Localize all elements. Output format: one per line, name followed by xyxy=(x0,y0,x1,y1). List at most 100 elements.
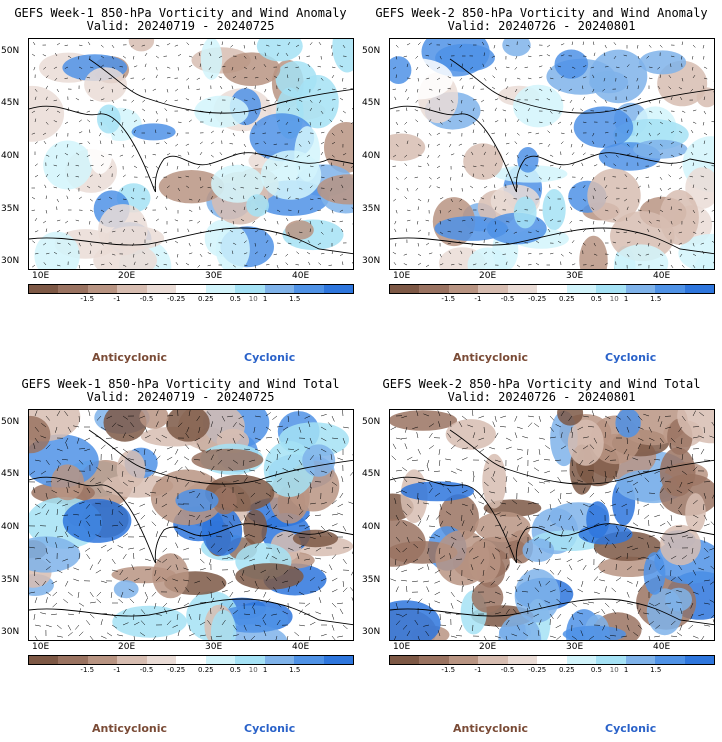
lon-label: 20E xyxy=(479,642,497,652)
colorbar-swatch xyxy=(58,285,88,293)
colorbar-swatch xyxy=(507,656,538,664)
colorbar-tick-label: 0.25 xyxy=(559,666,575,674)
colorbar-tick-label: -0.5 xyxy=(500,295,515,303)
lat-label: 30N xyxy=(362,256,381,266)
colorbar-tick-label: -1.5 xyxy=(80,295,95,303)
legend-anticyclonic: Anticyclonic xyxy=(453,722,529,735)
colorbar-swatch xyxy=(29,285,59,293)
lat-label: 50N xyxy=(1,46,20,56)
colorbar-tick-label: -1.5 xyxy=(441,295,456,303)
colorbar-swatch xyxy=(323,656,353,664)
colorbar-swatch xyxy=(294,656,324,664)
lon-label: 20E xyxy=(118,642,136,652)
colorbar-tick-label: 1 xyxy=(262,666,268,674)
map-panel-week1-anomaly: GEFS Week-1 850-hPa Vorticity and Wind A… xyxy=(0,0,361,371)
lat-label: 45N xyxy=(362,469,381,479)
map-canvas xyxy=(29,410,353,640)
colorbar-swatch xyxy=(176,285,206,293)
colorbar-swatch xyxy=(566,656,597,664)
legend-anticyclonic: Anticyclonic xyxy=(453,351,529,364)
colorbar-swatch xyxy=(478,285,508,293)
colorbar-tick-label: -1.5 xyxy=(441,666,456,674)
colorbar-swatch xyxy=(507,285,538,293)
coastline xyxy=(29,429,353,626)
coastline xyxy=(390,58,714,255)
lon-label: 30E xyxy=(566,271,584,281)
lat-label: 45N xyxy=(362,98,381,108)
lat-label: 35N xyxy=(1,575,20,585)
lon-label: 30E xyxy=(566,642,584,652)
colorbar xyxy=(28,655,354,665)
lat-label: 30N xyxy=(1,256,20,266)
lon-label: 40E xyxy=(292,642,310,652)
colorbar-swatch xyxy=(684,656,714,664)
wind-vectors xyxy=(390,410,714,640)
colorbar-swatch xyxy=(87,285,118,293)
colorbar-swatch xyxy=(87,656,118,664)
colorbar-unit: 10 xyxy=(248,295,258,303)
colorbar-swatch xyxy=(478,656,508,664)
colorbar-swatch xyxy=(625,656,656,664)
lon-label: 20E xyxy=(118,271,136,281)
lat-label: 35N xyxy=(1,204,20,214)
colorbar xyxy=(389,655,715,665)
legend-cyclonic: Cyclonic xyxy=(244,351,296,364)
panel-valid-dates: Valid: 20240719 - 20240725 xyxy=(86,19,275,33)
colorbar-swatch xyxy=(419,285,449,293)
colorbar-tick-label: -0.5 xyxy=(139,295,154,303)
colorbar-tick-label: -0.5 xyxy=(139,666,154,674)
lat-label: 40N xyxy=(1,151,20,161)
colorbar-swatch xyxy=(566,285,597,293)
colorbar-tick-label: -0.25 xyxy=(167,295,186,303)
colorbar-swatch xyxy=(264,285,295,293)
colorbar-ticks: -1.5 -1 -0.5 -0.25 0.25 0.5 1 1.5 10 xyxy=(389,295,715,307)
colorbar-swatch xyxy=(264,656,295,664)
colorbar-ticks: -1.5 -1 -0.5 -0.25 0.25 0.5 1 1.5 10 xyxy=(389,666,715,678)
lon-label: 30E xyxy=(205,642,223,652)
colorbar-swatch xyxy=(146,656,177,664)
lat-label: 45N xyxy=(1,98,20,108)
coastline xyxy=(29,58,353,255)
colorbar-tick-label: -0.25 xyxy=(528,295,547,303)
colorbar-swatch xyxy=(625,285,656,293)
panel-valid-dates: Valid: 20240726 - 20240801 xyxy=(447,19,636,33)
colorbar-swatch xyxy=(537,285,567,293)
colorbar-swatch xyxy=(655,656,685,664)
legend-anticyclonic: Anticyclonic xyxy=(92,351,168,364)
wind-vectors xyxy=(392,41,714,269)
colorbar-unit: 10 xyxy=(248,666,258,674)
colorbar-swatch xyxy=(117,285,147,293)
map-canvas xyxy=(390,39,714,269)
colorbar-tick-label: -0.5 xyxy=(500,666,515,674)
vorticity-map xyxy=(389,409,715,641)
panel-valid-dates: Valid: 20240719 - 20240725 xyxy=(86,390,275,404)
colorbar-swatch xyxy=(684,285,714,293)
colorbar-swatch xyxy=(419,656,449,664)
lat-label: 30N xyxy=(1,627,20,637)
lon-label: 40E xyxy=(653,642,671,652)
legend-cyclonic: Cyclonic xyxy=(605,351,657,364)
legend-anticyclonic: Anticyclonic xyxy=(92,722,168,735)
colorbar-swatch xyxy=(537,656,567,664)
colorbar-swatch xyxy=(58,656,88,664)
colorbar-tick-label: -0.25 xyxy=(528,666,547,674)
colorbar-swatch xyxy=(448,656,479,664)
vorticity-map xyxy=(28,38,354,270)
colorbar-tick-label: -1 xyxy=(474,666,482,674)
colorbar-tick-label: 0.25 xyxy=(198,295,214,303)
colorbar-swatch xyxy=(596,656,626,664)
colorbar-unit: 10 xyxy=(609,295,619,303)
colorbar-unit: 10 xyxy=(609,666,619,674)
colorbar-tick-label: 0.25 xyxy=(559,295,575,303)
colorbar-tick-label: 1.5 xyxy=(289,666,301,674)
colorbar-swatch xyxy=(29,656,59,664)
colorbar xyxy=(28,284,354,294)
panel-title: GEFS Week-2 850-hPa Vorticity and Wind A… xyxy=(375,6,708,20)
legend-cyclonic: Cyclonic xyxy=(605,722,657,735)
map-panel-week1-total: GEFS Week-1 850-hPa Vorticity and Wind T… xyxy=(0,371,361,742)
lon-label: 20E xyxy=(479,271,497,281)
lat-label: 50N xyxy=(362,46,381,56)
colorbar-tick-label: 1.5 xyxy=(650,295,662,303)
vorticity-map xyxy=(389,38,715,270)
colorbar-tick-label: 1 xyxy=(623,666,629,674)
